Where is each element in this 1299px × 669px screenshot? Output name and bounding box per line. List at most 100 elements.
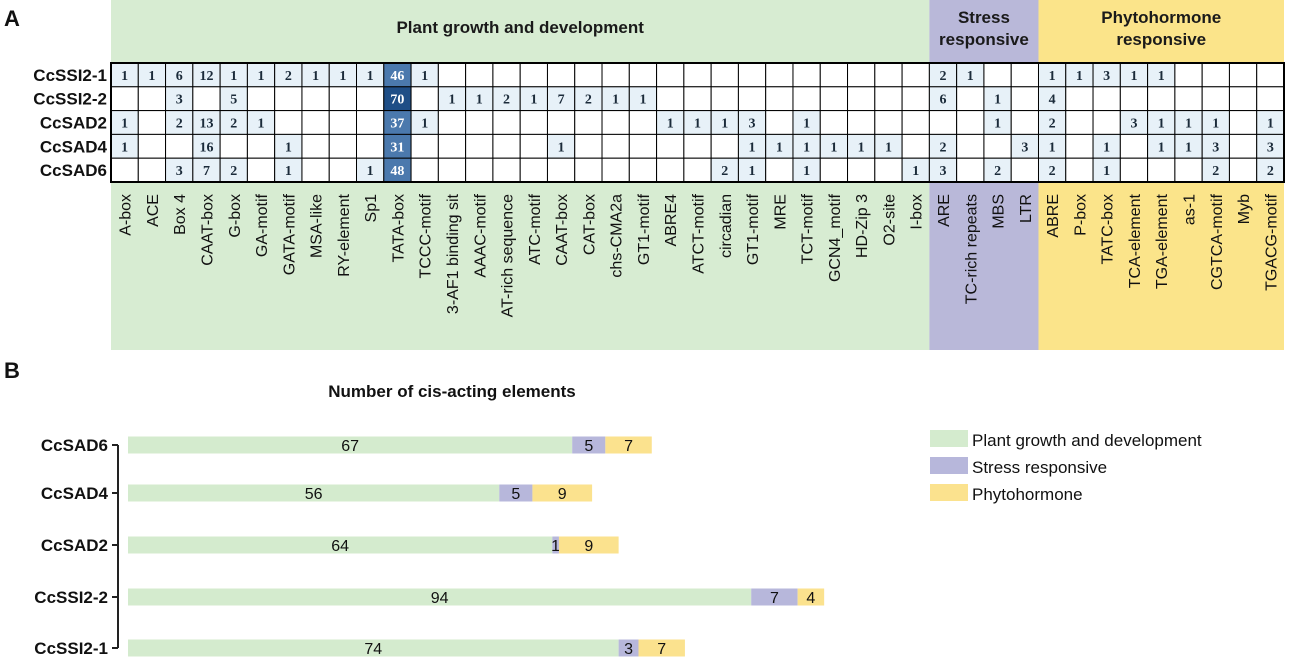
heatmap-column-label: GCN4_motif <box>827 193 844 282</box>
heatmap-cell-value: 1 <box>230 69 237 84</box>
heatmap-cell <box>1228 86 1258 112</box>
heatmap-cell-value: 3 <box>1267 140 1274 155</box>
heatmap-cell-value: 2 <box>1049 164 1056 179</box>
heatmap-cell <box>492 62 521 88</box>
heatmap-cell-value: 1 <box>1103 164 1110 179</box>
heatmap-row-label: CcSAD2 <box>40 114 107 133</box>
category-label: CcSAD2 <box>41 536 108 555</box>
heatmap-cell <box>301 133 330 159</box>
heatmap-cell-value: 3 <box>176 164 183 179</box>
bar-segment-plant <box>128 436 573 454</box>
bar-value-label: 5 <box>584 438 593 455</box>
heatmap-cell <box>765 62 794 88</box>
heatmap-cell-value: 46 <box>390 69 404 84</box>
heatmap-cell <box>983 62 1012 88</box>
heatmap-cell <box>601 157 630 183</box>
heatmap-cell-value: 1 <box>830 140 837 155</box>
bar-segment-plant <box>128 484 500 502</box>
heatmap-cell <box>656 86 685 112</box>
heatmap-cell <box>465 157 494 183</box>
heatmap-cell <box>465 110 494 135</box>
bar-value-label: 67 <box>341 438 359 455</box>
heatmap-cell-value: 3 <box>940 164 947 179</box>
heatmap-column-label: AAAC-motif <box>472 193 489 277</box>
heatmap-cell <box>601 62 630 88</box>
heatmap-column-label: O2-site <box>881 194 898 246</box>
heatmap-cell-value: 1 <box>858 140 865 155</box>
heatmap-cell-value: 2 <box>721 164 728 179</box>
bar-chart-title: Number of cis-acting elements <box>328 382 576 401</box>
group-label-stress: responsive <box>939 30 1029 49</box>
bar-segment-hormone <box>532 484 593 502</box>
heatmap-cell-value: 3 <box>1130 117 1137 132</box>
heatmap-cell-value: 1 <box>476 93 483 108</box>
heatmap-cell <box>1119 157 1149 183</box>
heatmap-cell <box>628 62 658 88</box>
heatmap-column-label: G-box <box>227 194 244 238</box>
heatmap-cell-value: 48 <box>390 164 404 179</box>
heatmap-column-label: ATCT-motif <box>691 193 708 273</box>
heatmap-cell <box>1119 133 1149 159</box>
heatmap-column-label: ABRE <box>1045 194 1062 238</box>
heatmap-cell-value: 1 <box>749 164 756 179</box>
heatmap-cell <box>819 157 849 183</box>
bar-value-label: 3 <box>624 641 633 658</box>
heatmap-cell-value: 6 <box>176 69 183 84</box>
heatmap-cell <box>546 62 576 88</box>
heatmap-cell <box>956 86 985 112</box>
group-label-stress: Stress <box>958 8 1010 27</box>
bar-segment-hormone <box>797 588 825 606</box>
heatmap-column-label: AT-rich sequence <box>500 194 517 317</box>
heatmap-column-label: TCA-element <box>1127 193 1144 288</box>
heatmap-cell-value: 37 <box>390 117 404 132</box>
heatmap-cell <box>710 86 739 112</box>
heatmap-column-label: MSA-like <box>309 194 326 258</box>
heatmap-cell-value: 2 <box>940 140 947 155</box>
heatmap-cell <box>546 157 576 183</box>
heatmap-cell-value: 1 <box>749 140 756 155</box>
heatmap-column-label: Sp1 <box>363 194 380 223</box>
heatmap-row-label: CcSSI2-1 <box>33 66 107 85</box>
heatmap-column-label: TGA-element <box>1154 193 1171 289</box>
heatmap-column-label: GATA-motif <box>281 193 298 275</box>
heatmap-cell-value: 1 <box>285 164 292 179</box>
heatmap-cell <box>165 133 194 159</box>
heatmap-column-label: LTR <box>1018 194 1035 223</box>
heatmap-cell <box>546 110 576 135</box>
heatmap-column-label: Box 4 <box>172 194 189 235</box>
heatmap-grid-border <box>110 62 1285 183</box>
heatmap-cell <box>792 86 821 112</box>
heatmap-cell <box>847 157 876 183</box>
heatmap-cell-value: 3 <box>1021 140 1028 155</box>
heatmap-cell-value: 1 <box>339 69 346 84</box>
heatmap-cell-value: 2 <box>940 69 947 84</box>
heatmap-cell-value: 1 <box>612 93 619 108</box>
heatmap-cell <box>928 110 958 135</box>
heatmap-cell <box>301 157 330 183</box>
heatmap-cell <box>1092 110 1121 135</box>
heatmap-cell-value: 1 <box>803 140 810 155</box>
heatmap-cell <box>301 86 330 112</box>
heatmap-cell <box>765 86 794 112</box>
bar-segment-stress <box>618 639 639 657</box>
heatmap-cell <box>1174 86 1203 112</box>
bar-segment-stress <box>499 484 533 502</box>
bar-value-label: 4 <box>806 590 815 607</box>
heatmap-cell <box>519 133 548 159</box>
group-label-hormone: responsive <box>1116 30 1206 49</box>
heatmap-cell-value: 1 <box>721 117 728 132</box>
heatmap-column-label: as-1 <box>1182 194 1199 225</box>
heatmap-cell <box>574 110 603 135</box>
bar-value-label: 7 <box>624 438 633 455</box>
heatmap-cell <box>410 157 439 183</box>
heatmap-cell <box>1174 62 1203 88</box>
heatmap-cell-value: 1 <box>912 164 919 179</box>
heatmap-cell <box>574 157 603 183</box>
heatmap-cell <box>737 62 767 88</box>
heatmap-column-label: 3-AF1 binding sit <box>445 193 462 314</box>
heatmap-cell-value: 1 <box>421 69 428 84</box>
heatmap-cell-value: 7 <box>203 164 210 179</box>
panel-label-a: A <box>4 6 20 31</box>
bar-segment-stress <box>572 436 606 454</box>
bar-value-label: 1 <box>551 538 560 555</box>
